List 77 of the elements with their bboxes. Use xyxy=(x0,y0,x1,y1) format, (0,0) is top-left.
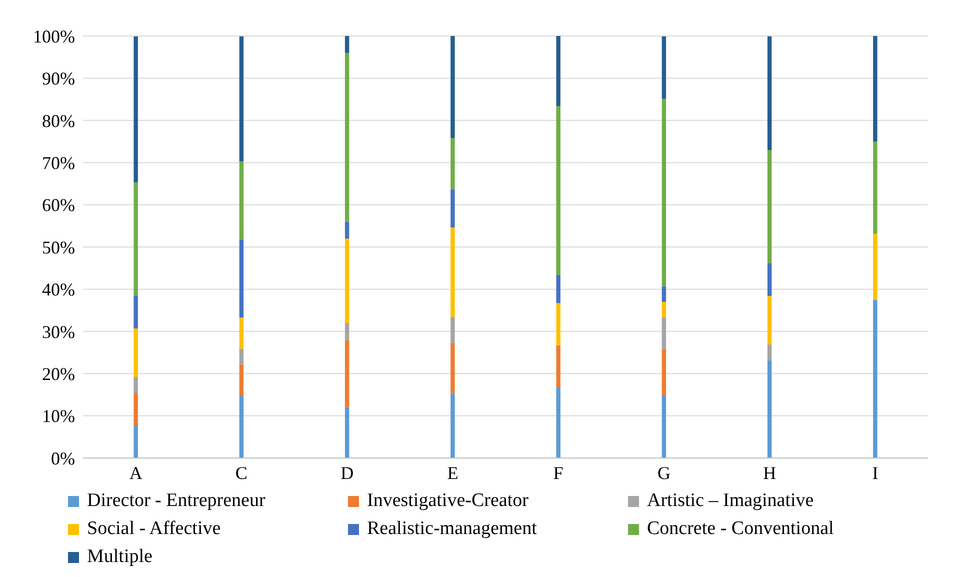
bar xyxy=(767,36,772,150)
bar xyxy=(239,161,244,240)
bar xyxy=(873,142,878,234)
bar xyxy=(134,426,138,458)
x-tick-label: G xyxy=(657,462,670,483)
y-tick-label: 80% xyxy=(42,110,75,131)
bar xyxy=(344,340,350,408)
bar xyxy=(134,36,138,182)
bar xyxy=(239,348,244,364)
y-tick-label: 100% xyxy=(33,26,75,46)
x-tick-label: I xyxy=(872,462,878,483)
bar xyxy=(239,317,244,349)
bar xyxy=(662,286,666,302)
bar xyxy=(450,317,455,343)
x-tick-label: F xyxy=(553,462,564,483)
bar xyxy=(556,36,560,106)
y-tick-label: 50% xyxy=(42,237,75,258)
legend-label: Investigative-Creator xyxy=(367,490,528,512)
bar xyxy=(662,396,666,458)
bar xyxy=(134,296,138,328)
legend-label: Multiple xyxy=(87,546,152,568)
bar xyxy=(134,328,138,377)
bar xyxy=(344,36,350,53)
bar xyxy=(450,342,455,394)
bar xyxy=(344,407,350,458)
bar xyxy=(134,182,138,296)
bar xyxy=(767,344,772,361)
legend-label: Artistic – Imaginative xyxy=(647,490,814,512)
bar xyxy=(556,303,560,346)
bar xyxy=(556,345,560,388)
legend-label: Realistic-management xyxy=(367,518,537,540)
bar xyxy=(767,150,772,264)
y-tick-label: 90% xyxy=(42,68,75,89)
bar xyxy=(344,222,350,239)
bar xyxy=(450,394,455,458)
y-tick-label: 30% xyxy=(42,322,75,342)
bar xyxy=(662,98,666,286)
bar xyxy=(556,106,560,275)
y-tick-label: 20% xyxy=(42,364,75,384)
legend-label: Concrete - Conventional xyxy=(647,518,834,540)
x-tick-label: E xyxy=(447,462,458,483)
bar xyxy=(662,317,666,349)
x-tick-label: C xyxy=(235,462,248,483)
bar xyxy=(873,300,878,458)
legend-label: Director - Entrepreneur xyxy=(87,490,266,512)
bar xyxy=(239,396,244,458)
y-tick-label: 40% xyxy=(42,280,75,300)
bar xyxy=(873,234,878,300)
bar xyxy=(767,296,772,344)
legend-label: Social - Affective xyxy=(87,518,221,540)
bar xyxy=(767,360,772,458)
bar xyxy=(450,36,455,138)
x-tick-label: H xyxy=(763,462,776,483)
bar xyxy=(344,238,350,323)
y-tick-label: 10% xyxy=(42,406,75,426)
bar xyxy=(450,138,455,190)
bar xyxy=(450,228,455,318)
bar xyxy=(344,322,350,340)
y-tick-label: 70% xyxy=(42,152,75,173)
bar xyxy=(662,302,666,318)
bar xyxy=(767,263,772,296)
bar xyxy=(239,364,244,396)
y-tick-label: 60% xyxy=(42,195,75,216)
bar xyxy=(239,239,244,318)
bar xyxy=(450,189,455,228)
x-tick-label: A xyxy=(129,462,142,483)
bar xyxy=(556,388,560,458)
x-tick-label: D xyxy=(340,462,354,483)
bar xyxy=(239,36,244,162)
bar xyxy=(134,376,138,394)
y-tick-label: 0% xyxy=(51,448,75,468)
bar xyxy=(662,36,666,99)
bar xyxy=(134,393,138,426)
bar xyxy=(344,52,350,222)
bar xyxy=(873,36,878,142)
bar xyxy=(662,348,666,396)
bar xyxy=(556,274,560,304)
